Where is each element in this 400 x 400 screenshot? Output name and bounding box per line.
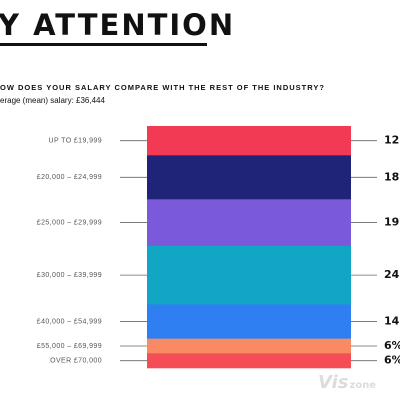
category-label: OVER £70,000	[50, 358, 102, 365]
value-label: 12	[384, 134, 399, 147]
category-label: £20,000 – £24,999	[37, 174, 102, 181]
value-label: 6%	[384, 339, 400, 352]
bar-segment	[147, 353, 351, 369]
watermark-text-zone: zone	[349, 380, 377, 391]
average-salary-note: erage (mean) salary: £36,444	[0, 96, 105, 105]
category-label: £40,000 – £54,999	[37, 318, 102, 325]
category-label: £25,000 – £29,999	[37, 219, 102, 226]
bar-segment	[147, 245, 351, 305]
category-label: £30,000 – £39,999	[37, 272, 102, 279]
headline-underline	[0, 43, 207, 46]
bar-segment	[147, 338, 351, 354]
value-label: 14	[384, 315, 400, 328]
bar-segment	[147, 304, 351, 339]
bar-segment	[147, 199, 351, 247]
value-label: 19	[384, 216, 399, 229]
headline: Y ATTENTION	[0, 8, 236, 42]
watermark-text-vis: Vis	[318, 372, 349, 393]
category-label: £55,000 – £69,999	[37, 343, 102, 350]
bar-segment	[147, 155, 351, 200]
category-label: UP TO £19,999	[49, 138, 102, 145]
chart-question: OW DOES YOUR SALARY COMPARE WITH THE RES…	[0, 83, 325, 92]
value-label: 18	[384, 170, 399, 183]
bar-segment	[147, 126, 351, 156]
value-label: 6%	[384, 354, 400, 367]
value-label: 24	[384, 268, 400, 281]
watermark-logo: Viszone	[318, 372, 376, 393]
